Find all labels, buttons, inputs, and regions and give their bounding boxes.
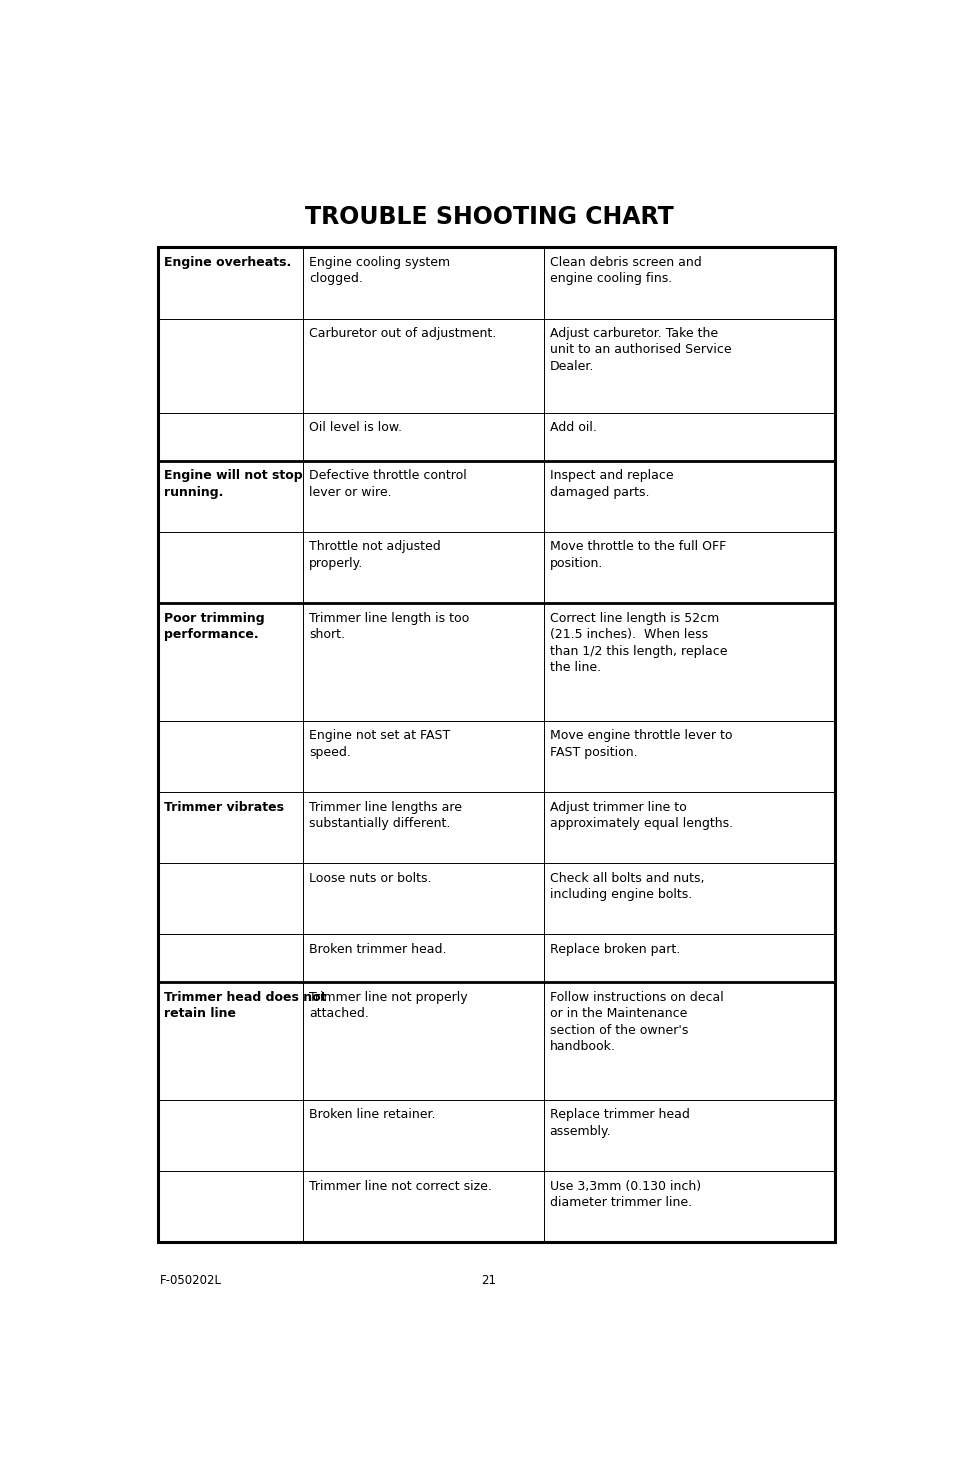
Text: Move throttle to the full OFF
position.: Move throttle to the full OFF position. [549,540,725,569]
Text: Engine not set at FAST
speed.: Engine not set at FAST speed. [309,729,450,758]
Text: Broken trimmer head.: Broken trimmer head. [309,943,446,956]
Text: F-050202L: F-050202L [160,1274,222,1288]
Text: Engine will not stop
running.: Engine will not stop running. [164,469,302,499]
Text: 21: 21 [481,1274,496,1288]
Text: Trimmer line not properly
attached.: Trimmer line not properly attached. [309,991,467,1021]
Text: Adjust trimmer line to
approximately equal lengths.: Adjust trimmer line to approximately equ… [549,801,732,830]
Text: Carburetor out of adjustment.: Carburetor out of adjustment. [309,327,496,339]
Text: Engine overheats.: Engine overheats. [164,255,291,268]
Text: Adjust carburetor. Take the
unit to an authorised Service
Dealer.: Adjust carburetor. Take the unit to an a… [549,327,731,373]
Text: Loose nuts or bolts.: Loose nuts or bolts. [309,872,432,885]
Text: Trimmer line length is too
short.: Trimmer line length is too short. [309,612,469,642]
Text: Trimmer vibrates: Trimmer vibrates [164,801,283,814]
Text: Add oil.: Add oil. [549,422,596,435]
Text: Oil level is low.: Oil level is low. [309,422,402,435]
Text: Correct line length is 52cm
(21.5 inches).  When less
than 1/2 this length, repl: Correct line length is 52cm (21.5 inches… [549,612,726,674]
Text: Poor trimming
performance.: Poor trimming performance. [164,612,264,642]
Text: Use 3,3mm (0.130 inch)
diameter trimmer line.: Use 3,3mm (0.130 inch) diameter trimmer … [549,1180,700,1209]
Text: Trimmer head does not
retain line: Trimmer head does not retain line [164,991,326,1021]
Text: Clean debris screen and
engine cooling fins.: Clean debris screen and engine cooling f… [549,255,700,285]
Text: Replace broken part.: Replace broken part. [549,943,679,956]
Text: Check all bolts and nuts,
including engine bolts.: Check all bolts and nuts, including engi… [549,872,703,901]
Text: TROUBLE SHOOTING CHART: TROUBLE SHOOTING CHART [304,205,673,229]
Text: Follow instructions on decal
or in the Maintenance
section of the owner's
handbo: Follow instructions on decal or in the M… [549,991,722,1053]
Text: Defective throttle control
lever or wire.: Defective throttle control lever or wire… [309,469,466,499]
Text: Throttle not adjusted
properly.: Throttle not adjusted properly. [309,540,440,569]
Text: Replace trimmer head
assembly.: Replace trimmer head assembly. [549,1108,689,1137]
Text: Move engine throttle lever to
FAST position.: Move engine throttle lever to FAST posit… [549,729,731,758]
Bar [157,248,834,1242]
Text: Trimmer line lengths are
substantially different.: Trimmer line lengths are substantially d… [309,801,462,830]
Text: Broken line retainer.: Broken line retainer. [309,1108,436,1121]
Text: Engine cooling system
clogged.: Engine cooling system clogged. [309,255,450,285]
Text: Inspect and replace
damaged parts.: Inspect and replace damaged parts. [549,469,673,499]
Text: Trimmer line not correct size.: Trimmer line not correct size. [309,1180,492,1193]
